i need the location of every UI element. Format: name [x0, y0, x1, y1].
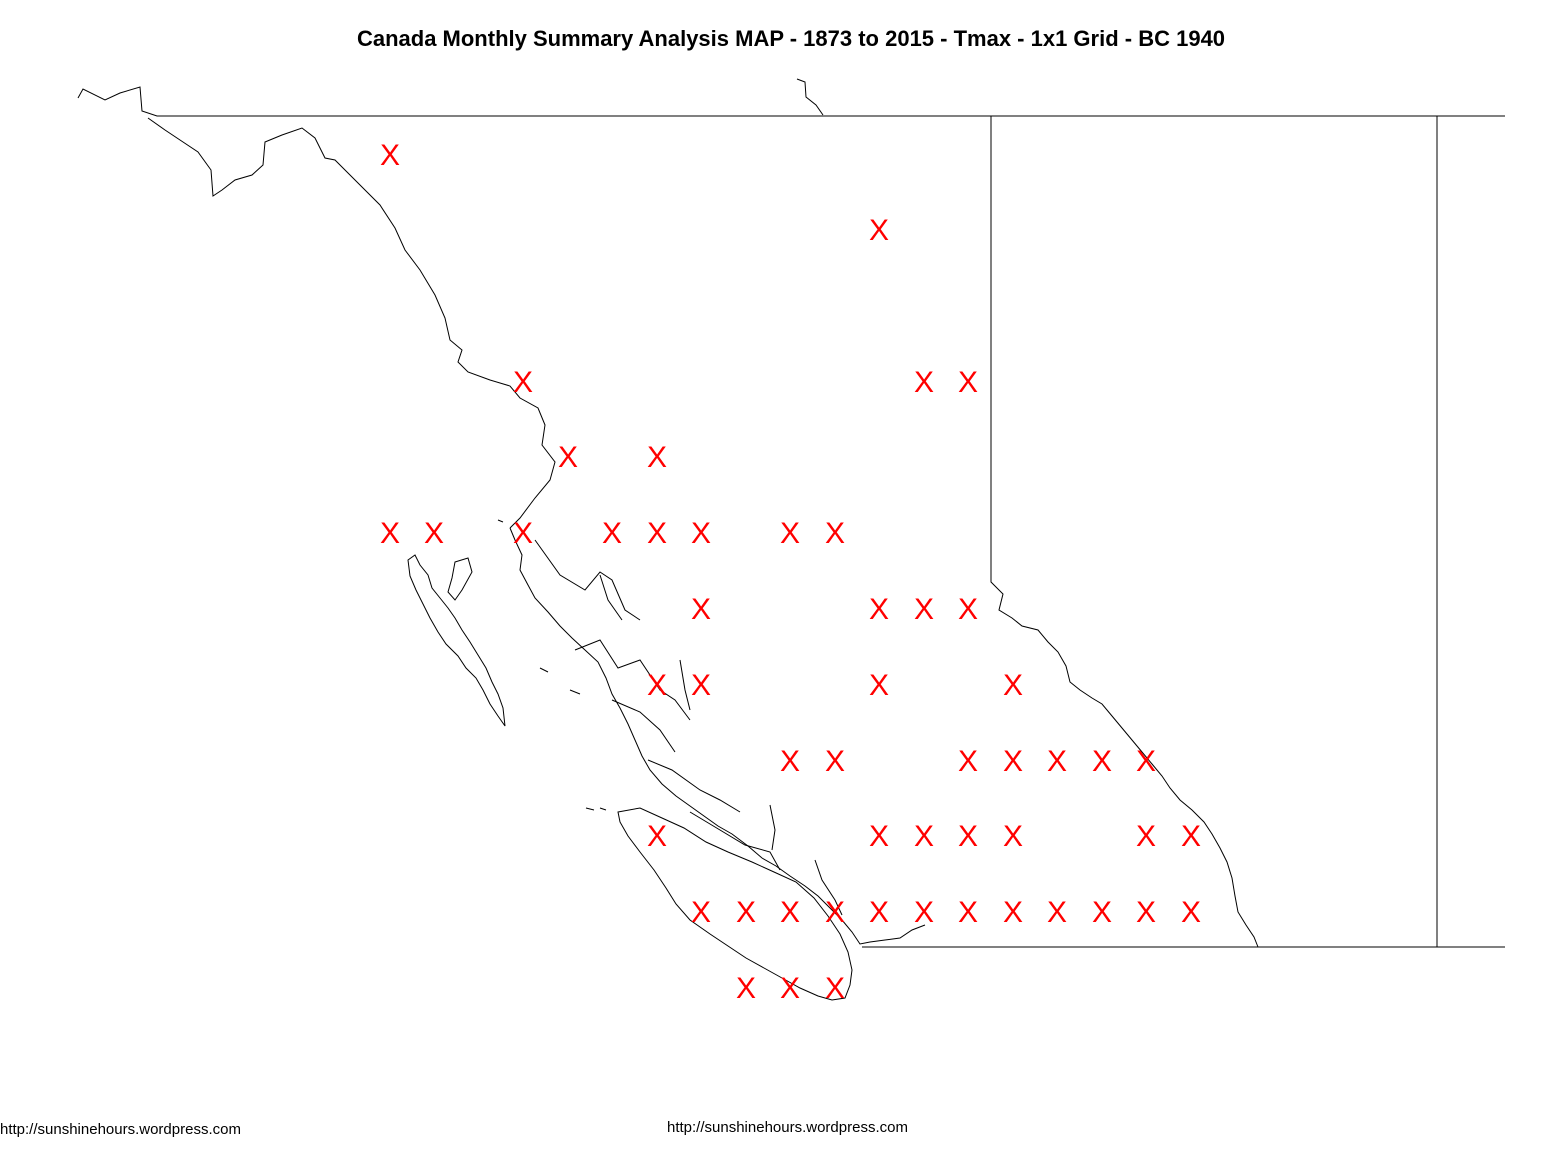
grid-marker: X: [380, 139, 400, 172]
grid-marker: X: [1003, 896, 1023, 929]
northwest-territories-tick: [796, 78, 824, 116]
grid-marker: X: [958, 896, 978, 929]
grid-marker: X: [647, 669, 667, 702]
grid-marker: X: [558, 441, 578, 474]
grid-marker: X: [825, 745, 845, 778]
grid-marker: X: [1003, 745, 1023, 778]
grid-marker: X: [647, 820, 667, 853]
grid-marker: X: [1047, 896, 1067, 929]
grid-marker: X: [914, 896, 934, 929]
grid-marker: X: [1181, 820, 1201, 853]
grid-marker: X: [1047, 745, 1067, 778]
bc-alberta-border: [990, 116, 1259, 948]
grid-marker: X: [736, 896, 756, 929]
grid-marker: X: [869, 214, 889, 247]
grid-marker: X: [914, 366, 934, 399]
grid-marker: X: [1181, 896, 1201, 929]
yukon-bc-border: [77, 86, 1505, 117]
grid-marker: X: [647, 517, 667, 550]
credit-left: http://sunshinehours.wordpress.com: [0, 1121, 241, 1138]
grid-marker: X: [1136, 896, 1156, 929]
haida-gwaii-north: [447, 557, 473, 601]
grid-marker: X: [958, 593, 978, 626]
grid-marker: X: [958, 820, 978, 853]
grid-marker: X: [647, 441, 667, 474]
grid-marker: X: [1003, 820, 1023, 853]
grid-marker: X: [780, 896, 800, 929]
grid-markers: XXX X XX XX X X X X X X XX X X XX X X XX X X X X X XX X X X X X XX X X…: [380, 139, 1201, 1005]
grid-marker: X: [958, 745, 978, 778]
grid-marker: X: [958, 366, 978, 399]
grid-marker: X: [1136, 745, 1156, 778]
yukon-alaska-border: [147, 117, 556, 529]
grid-marker: X: [869, 896, 889, 929]
grid-marker: X: [691, 593, 711, 626]
grid-marker: X: [513, 517, 533, 550]
grid-marker: X: [780, 745, 800, 778]
grid-marker: X: [424, 517, 444, 550]
credit-center: http://sunshinehours.wordpress.com: [667, 1119, 908, 1136]
grid-marker: X: [691, 896, 711, 929]
grid-marker: X: [825, 972, 845, 1005]
grid-marker: X: [780, 517, 800, 550]
grid-marker: X: [513, 366, 533, 399]
grid-marker: X: [602, 517, 622, 550]
grid-marker: X: [780, 972, 800, 1005]
map-title: Canada Monthly Summary Analysis MAP - 18…: [356, 26, 1226, 51]
grid-marker: X: [869, 669, 889, 702]
grid-marker: X: [1092, 745, 1112, 778]
grid-marker: X: [914, 820, 934, 853]
grid-marker: X: [825, 517, 845, 550]
boundary-lines: [77, 78, 1505, 1001]
grid-marker: X: [691, 669, 711, 702]
coastal-inlets: [534, 539, 843, 916]
small-islands: [497, 519, 607, 811]
grid-marker: X: [1092, 896, 1112, 929]
grid-marker: X: [1136, 820, 1156, 853]
grid-marker: X: [869, 820, 889, 853]
mainland-coast: [509, 527, 926, 945]
grid-marker: X: [736, 972, 756, 1005]
grid-marker: X: [380, 517, 400, 550]
grid-marker: X: [869, 593, 889, 626]
haida-gwaii-coast: [407, 554, 506, 727]
vancouver-island-coast: [617, 807, 853, 1001]
grid-marker: X: [825, 896, 845, 929]
grid-marker: X: [1003, 669, 1023, 702]
grid-marker: X: [691, 517, 711, 550]
grid-marker: X: [914, 593, 934, 626]
